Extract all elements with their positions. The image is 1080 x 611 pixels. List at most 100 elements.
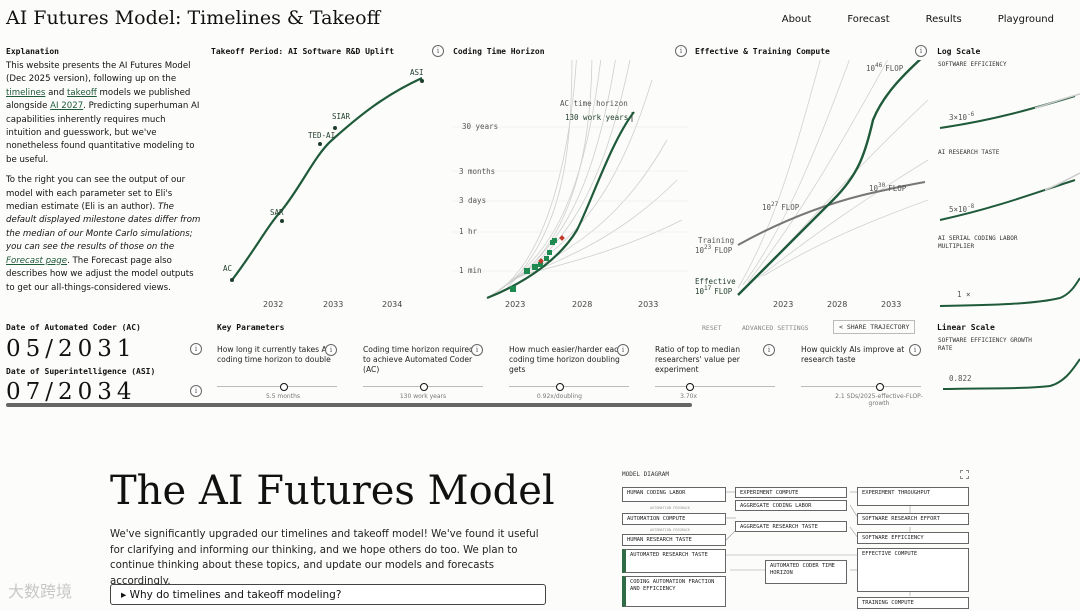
param-slider-track[interactable] xyxy=(509,386,629,387)
nav-playground[interactable]: Playground xyxy=(997,14,1054,25)
y-tick-3-months: 3 months xyxy=(459,167,495,176)
milestone-siar xyxy=(333,126,337,130)
param-slider-track[interactable] xyxy=(801,386,921,387)
ac-date-label: Date of Automated Coder (AC) xyxy=(6,323,141,332)
takeoff-info-icon[interactable]: i xyxy=(432,45,444,57)
nav-about[interactable]: About xyxy=(781,14,812,25)
y-tick-1-min: 1 min xyxy=(459,266,482,275)
param-info-icon[interactable]: i xyxy=(471,344,483,356)
asi-date-value: 07/2034 xyxy=(6,379,137,405)
forecast-page-link[interactable]: Forecast page xyxy=(6,255,68,266)
param-description: Coding time horizon required to achieve … xyxy=(363,345,474,374)
y-tick-1-hr: 1 hr xyxy=(459,227,478,236)
growth-rate-label-line2: RATE xyxy=(938,345,953,352)
param-slider-value: 0.92x/doubling xyxy=(536,393,582,400)
param-slider-handle[interactable] xyxy=(420,383,428,391)
param-info-icon[interactable]: i xyxy=(909,344,921,356)
diagram-box-automation-compute[interactable]: AUTOMATION COMPUTE xyxy=(622,513,726,525)
takeoff-link[interactable]: takeoff xyxy=(67,87,97,98)
diagram-box-training-compute[interactable]: TRAINING COMPUTE xyxy=(857,597,969,609)
label-ted-ai: TED-AI xyxy=(308,131,335,140)
site-title[interactable]: AI Futures Model: Timelines & Takeoff xyxy=(6,7,381,29)
param-description: Ratio of top to median researchers' valu… xyxy=(655,345,741,374)
param-slider-value: 5.5 months xyxy=(265,393,301,400)
diagram-box-automated-research-taste[interactable]: AUTOMATED RESEARCH TASTE xyxy=(622,549,726,573)
horizon-info-icon[interactable]: i xyxy=(675,45,687,57)
diagram-box-ac-time-horizon[interactable]: AUTOMATED CODER TIME HORIZON xyxy=(765,560,847,584)
expand-icon[interactable] xyxy=(960,470,969,479)
diagram-box-human-coding-labor[interactable]: HUMAN CODING LABOR xyxy=(622,487,726,502)
x-tick-2033: 2033 xyxy=(881,300,901,309)
milestone-sar xyxy=(280,219,284,223)
model-diagram-title: MODEL DIAGRAM xyxy=(622,471,669,478)
top-nav: About Forecast Results Playground xyxy=(746,14,1054,25)
key-params-title: Key Parameters xyxy=(217,323,285,332)
diagram-box-human-research-taste[interactable]: HUMAN RESEARCH TASTE xyxy=(622,534,726,546)
param-slider-handle[interactable] xyxy=(556,383,565,391)
horizontal-scrollbar[interactable] xyxy=(6,403,692,407)
nav-results[interactable]: Results xyxy=(925,14,962,25)
param-info-icon[interactable]: i xyxy=(617,344,629,356)
param-slider-value: 3.70x xyxy=(680,393,698,400)
diagram-box-software-efficiency[interactable]: SOFTWARE EFFICIENCY xyxy=(857,532,969,544)
x-tick-2023: 2023 xyxy=(505,300,525,309)
horizon-panel-title: Coding Time Horizon xyxy=(453,47,545,56)
milestone-ac xyxy=(230,278,234,282)
log-scale-title: Log Scale xyxy=(937,47,981,56)
param-info-icon[interactable]: i xyxy=(325,344,337,356)
share-trajectory-button[interactable]: < SHARE TRAJECTORY xyxy=(833,320,916,334)
timelines-link[interactable]: timelines xyxy=(6,87,46,98)
compute-info-icon[interactable]: i xyxy=(915,45,927,57)
param-slider-handle[interactable] xyxy=(280,383,288,391)
x-tick-2028: 2028 xyxy=(827,300,847,309)
diagram-box-software-research-effort[interactable]: SOFTWARE RESEARCH EFFORT xyxy=(857,513,969,525)
ai2027-link[interactable]: AI 2027 xyxy=(50,101,84,112)
param-slider-track[interactable] xyxy=(655,386,775,387)
nav-forecast[interactable]: Forecast xyxy=(847,14,890,25)
label-siar: SIAR xyxy=(332,112,351,121)
ac-horizon-value: 130 work years xyxy=(565,113,628,122)
explanation-heading: Explanation xyxy=(6,47,59,56)
param-slider-track[interactable] xyxy=(217,386,337,387)
linear-scale-chart: SOFTWARE EFFICIENCY GROWTH RATE 0.822 xyxy=(938,337,1080,390)
diagram-box-experiment-compute[interactable]: EXPERIMENT COMPUTE xyxy=(735,487,847,498)
svg-text:5×10-8: 5×10-8 xyxy=(949,203,975,214)
effective-series-label: Effective xyxy=(695,277,736,286)
faq-accordion[interactable]: ▸ Why do timelines and takeoff modeling? xyxy=(110,584,546,605)
param-slider-handle[interactable] xyxy=(876,383,884,391)
software-efficiency-label: SOFTWARE EFFICIENCY xyxy=(938,61,1007,68)
diagram-box-experiment-throughput[interactable]: EXPERIMENT THROUGHPUT xyxy=(857,487,969,506)
milestone-ted-ai xyxy=(318,142,322,146)
faq-question: Why do timelines and takeoff modeling? xyxy=(129,589,342,601)
linear-scale-title: Linear Scale xyxy=(937,323,995,332)
param-slider-value: 2.1 SDs/2025-effective-FLOP-growth xyxy=(835,393,923,407)
ac-horizon-title: AC time horizon xyxy=(560,99,628,108)
labor-multiplier-label-line2: MULTIPLIER xyxy=(938,243,975,250)
milestone-asi xyxy=(420,79,424,83)
asi-date-info-icon[interactable]: i xyxy=(190,385,202,397)
diagram-box-aggregate-research-taste[interactable]: AGGREGATE RESEARCH TASTE xyxy=(735,521,847,532)
ac-date-info-icon[interactable]: i xyxy=(190,343,202,355)
param-slider-handle[interactable] xyxy=(685,383,694,391)
takeoff-panel-title: Takeoff Period: AI Software R&D Uplift xyxy=(211,47,395,56)
chevron-right-icon: ▸ xyxy=(121,589,130,601)
x-tick-2028: 2028 xyxy=(572,300,592,309)
hero-intro: We've significantly upgraded our timelin… xyxy=(110,529,539,587)
param-description: How long it currently takes AIs' coding … xyxy=(217,345,335,364)
training-series-label: Training xyxy=(698,236,734,245)
svg-text:3×10-6: 3×10-6 xyxy=(949,111,975,122)
x-tick-2023: 2023 xyxy=(773,300,793,309)
edge-label-2: AUTOMATION FEEDBACK xyxy=(650,528,691,532)
reset-button[interactable]: RESET xyxy=(702,324,722,332)
watermark-logo: 大数跨境 xyxy=(8,582,73,601)
diagram-box-coding-automation[interactable]: CODING AUTOMATION FRACTION AND EFFICIENC… xyxy=(622,576,726,607)
param-info-icon[interactable]: i xyxy=(763,344,775,356)
diagram-box-effective-compute[interactable]: EFFECTIVE COMPUTE xyxy=(857,548,969,592)
diagram-box-aggregate-coding-labor[interactable]: AGGREGATE CODING LABOR xyxy=(735,500,847,511)
advanced-settings-button[interactable]: ADVANCED SETTINGS xyxy=(742,324,809,332)
param-slider-value: 130 work years xyxy=(399,393,447,400)
